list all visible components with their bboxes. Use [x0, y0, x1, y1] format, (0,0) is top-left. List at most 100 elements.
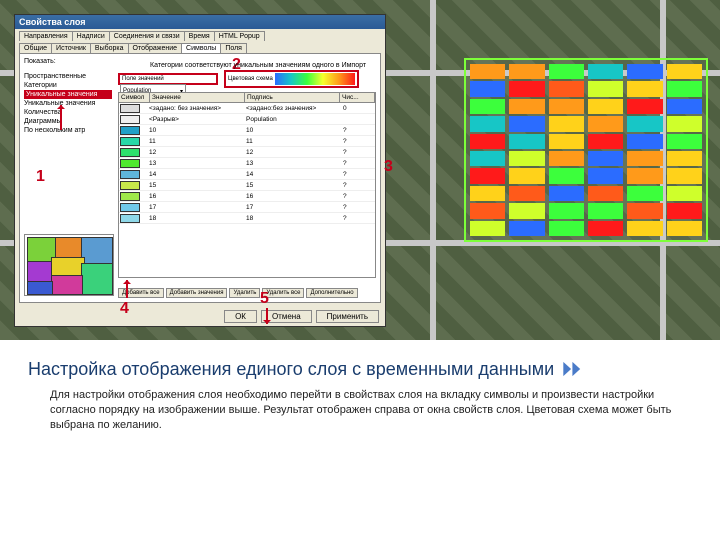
- heat-cell: [549, 151, 584, 166]
- heat-cell: [549, 99, 584, 114]
- road: [430, 0, 436, 340]
- heat-cell: [470, 64, 505, 79]
- table-row[interactable]: 1717?: [119, 202, 375, 213]
- table-row[interactable]: 1111?: [119, 136, 375, 147]
- heat-cell: [588, 186, 623, 201]
- minimap-region: [27, 281, 53, 295]
- table-row[interactable]: 1515?: [119, 180, 375, 191]
- minimap-region: [81, 263, 113, 295]
- color-ramp[interactable]: [275, 73, 355, 85]
- table-row[interactable]: 1414?: [119, 169, 375, 180]
- tab-Соединения и связи[interactable]: Соединения и связи: [109, 31, 185, 41]
- tab-Символы[interactable]: Символы: [181, 43, 221, 53]
- tab-Источник[interactable]: Источник: [51, 43, 91, 53]
- callout-1: 1: [36, 168, 45, 186]
- table-header-cell[interactable]: Подпись: [245, 93, 340, 102]
- button-ОК[interactable]: ОК: [224, 310, 257, 323]
- tab-Надписи[interactable]: Надписи: [72, 31, 110, 41]
- heatmap-result: [464, 58, 708, 242]
- heat-cell: [509, 221, 544, 236]
- sidebar-item[interactable]: Уникальные значения: [24, 90, 112, 99]
- table-header-cell[interactable]: Символ: [119, 93, 150, 102]
- heat-cell: [588, 151, 623, 166]
- sidebar-item[interactable]: Диаграммы: [24, 117, 112, 126]
- table-row[interactable]: 1010?: [119, 125, 375, 136]
- heat-cell: [627, 186, 662, 201]
- heat-cell: [549, 221, 584, 236]
- tab-Отображение[interactable]: Отображение: [128, 43, 183, 53]
- callout-3: 3: [384, 158, 393, 176]
- arrow-1: [60, 105, 62, 130]
- tab-HTML Popup[interactable]: HTML Popup: [214, 31, 265, 41]
- heat-cell: [470, 221, 505, 236]
- table-row[interactable]: 1818?: [119, 213, 375, 224]
- table-row[interactable]: <задано: без значения><задано:без значен…: [119, 103, 375, 114]
- ramp-label: Цветовая схема: [228, 76, 273, 82]
- heading: Настройка отображения единого слоя с вре…: [28, 358, 692, 380]
- table-row[interactable]: 1212?: [119, 147, 375, 158]
- button-Дополнительно[interactable]: Дополнительно: [306, 288, 357, 298]
- button-Добавить значения[interactable]: Добавить значения: [166, 288, 228, 298]
- chevron-icon: [562, 358, 588, 380]
- minimap-preview: [24, 234, 114, 296]
- symbol-table: СимволЗначениеПодписьЧис... <задано: без…: [118, 92, 376, 278]
- heat-cell: [470, 203, 505, 218]
- layer-properties-dialog: Свойства слоя НаправленияНадписиСоединен…: [14, 14, 386, 327]
- heat-cell: [627, 151, 662, 166]
- heat-cell: [470, 81, 505, 96]
- heat-cell: [588, 203, 623, 218]
- tab-Выборка[interactable]: Выборка: [90, 43, 129, 53]
- text-section: Настройка отображения единого слоя с вре…: [0, 340, 720, 445]
- heat-cell: [509, 116, 544, 131]
- heat-cell: [667, 203, 702, 218]
- tabs-row-1: НаправленияНадписиСоединения и связиВрем…: [15, 29, 385, 41]
- dialog-footer-buttons: ОКОтменаПрименить: [15, 307, 385, 326]
- button-Применить[interactable]: Применить: [316, 310, 379, 323]
- heading-text: Настройка отображения единого слоя с вре…: [28, 359, 554, 380]
- sidebar-item[interactable]: Пространственные: [24, 72, 112, 81]
- heat-cell: [509, 203, 544, 218]
- table-header: СимволЗначениеПодписьЧис...: [119, 93, 375, 103]
- sidebar-item[interactable]: Уникальные значения: [24, 99, 112, 108]
- table-buttons: Добавить всеДобавить значенияУдалитьУдал…: [118, 288, 358, 298]
- tab-Поля[interactable]: Поля: [220, 43, 247, 53]
- heat-cell: [509, 99, 544, 114]
- tab-Общие[interactable]: Общие: [19, 43, 52, 53]
- heat-cell: [470, 116, 505, 131]
- heat-cell: [667, 186, 702, 201]
- show-label: Показать:: [24, 58, 56, 65]
- heat-cell: [549, 64, 584, 79]
- callout-5: 5: [260, 290, 269, 308]
- tabs-row-2: ОбщиеИсточникВыборкаОтображениеСимволыПо…: [15, 41, 385, 53]
- table-row[interactable]: 1313?: [119, 158, 375, 169]
- table-row[interactable]: <Разрыв>Population: [119, 114, 375, 125]
- heat-cell: [588, 64, 623, 79]
- heat-cell: [549, 203, 584, 218]
- heat-cell: [667, 221, 702, 236]
- heat-cell: [549, 81, 584, 96]
- heat-cell: [627, 221, 662, 236]
- heat-cell: [509, 134, 544, 149]
- heat-cell: [588, 221, 623, 236]
- screenshot-stage: Свойства слоя НаправленияНадписиСоединен…: [0, 0, 720, 340]
- heat-cell: [667, 64, 702, 79]
- body-text: Для настройки отображения слоя необходим…: [50, 388, 690, 433]
- heat-cell: [667, 168, 702, 183]
- button-Удалить[interactable]: Удалить: [229, 288, 260, 298]
- sidebar-item[interactable]: По нескольким атр: [24, 126, 112, 135]
- table-header-cell[interactable]: Чис...: [340, 93, 375, 102]
- sidebar-item[interactable]: Количества: [24, 108, 112, 117]
- heat-cell: [509, 151, 544, 166]
- heat-cell: [509, 81, 544, 96]
- heat-cell: [667, 151, 702, 166]
- button-Добавить все[interactable]: Добавить все: [118, 288, 164, 298]
- heat-cell: [549, 116, 584, 131]
- sidebar-item[interactable]: Категории: [24, 81, 112, 90]
- table-header-cell[interactable]: Значение: [150, 93, 245, 102]
- tab-Время[interactable]: Время: [184, 31, 215, 41]
- heat-cell: [627, 99, 662, 114]
- table-row[interactable]: 1616?: [119, 191, 375, 202]
- heat-cell: [509, 186, 544, 201]
- tab-Направления[interactable]: Направления: [19, 31, 73, 41]
- heat-cell: [627, 116, 662, 131]
